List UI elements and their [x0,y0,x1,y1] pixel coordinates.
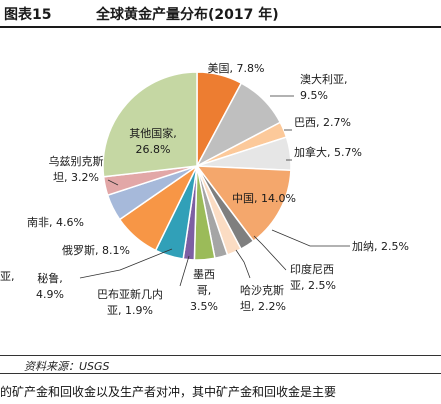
leader-line-11 [79,248,173,279]
slice-label-8: 哈沙克斯坦, 2.2% [240,284,286,313]
cropped-label-fragment: 亚, [0,270,15,283]
slice-label-1: 美国, 7.8% [208,62,265,75]
slice-label-10: 巴布亚新几内亚, 1.9% [97,287,163,317]
leader-line-8 [235,249,251,279]
slice-label-15: 其他国家, 26.8% [129,126,177,156]
slice-label-13: 南非, 4.6% [27,216,84,229]
leader-line-6 [271,229,350,247]
leader-line-10 [179,255,190,287]
slice-label-4: 加拿大, 5.7% [294,145,362,159]
source-divider-top [0,355,441,356]
slice-label-7: 印度尼西亚, 2.5% [290,262,336,292]
leader-line-14 [107,179,119,186]
pie-slice-15 [102,71,198,178]
source-divider-bottom [0,373,441,374]
figure-title: 全球黄金产量分布(2017 年) [96,7,279,23]
source-note: 资料来源：USGS [24,360,110,373]
figure-number: 图表15 [4,7,52,23]
body-text-fragment: 的矿产金和回收金以及生产者对冲，其中矿产金和回收金是主要 [0,385,337,399]
slice-label-12: 俄罗斯, 8.1% [62,244,130,257]
slice-label-3: 巴西, 2.7% [294,116,351,129]
figure-title-bar: 图表15 全球黄金产量分布(2017 年) [0,0,441,28]
slice-label-6: 加纳, 2.5% [352,240,409,253]
slice-label-14: 乌兹别克斯坦, 3.2% [49,154,104,184]
leader-line-7 [253,235,287,271]
slice-label-2: 澳大利亚, 9.5% [300,72,348,102]
slice-label-11: 秘鲁, 4.9% [36,271,64,301]
pie-chart: 美国, 7.8% 澳大利亚, 9.5% 巴西, 2.7% 加拿大, 5.7% 中国, 14… [0,62,409,317]
slice-label-5: 中国, 14.0% [232,192,296,205]
slice-label-9: 墨西哥, 3.5% [190,268,218,313]
